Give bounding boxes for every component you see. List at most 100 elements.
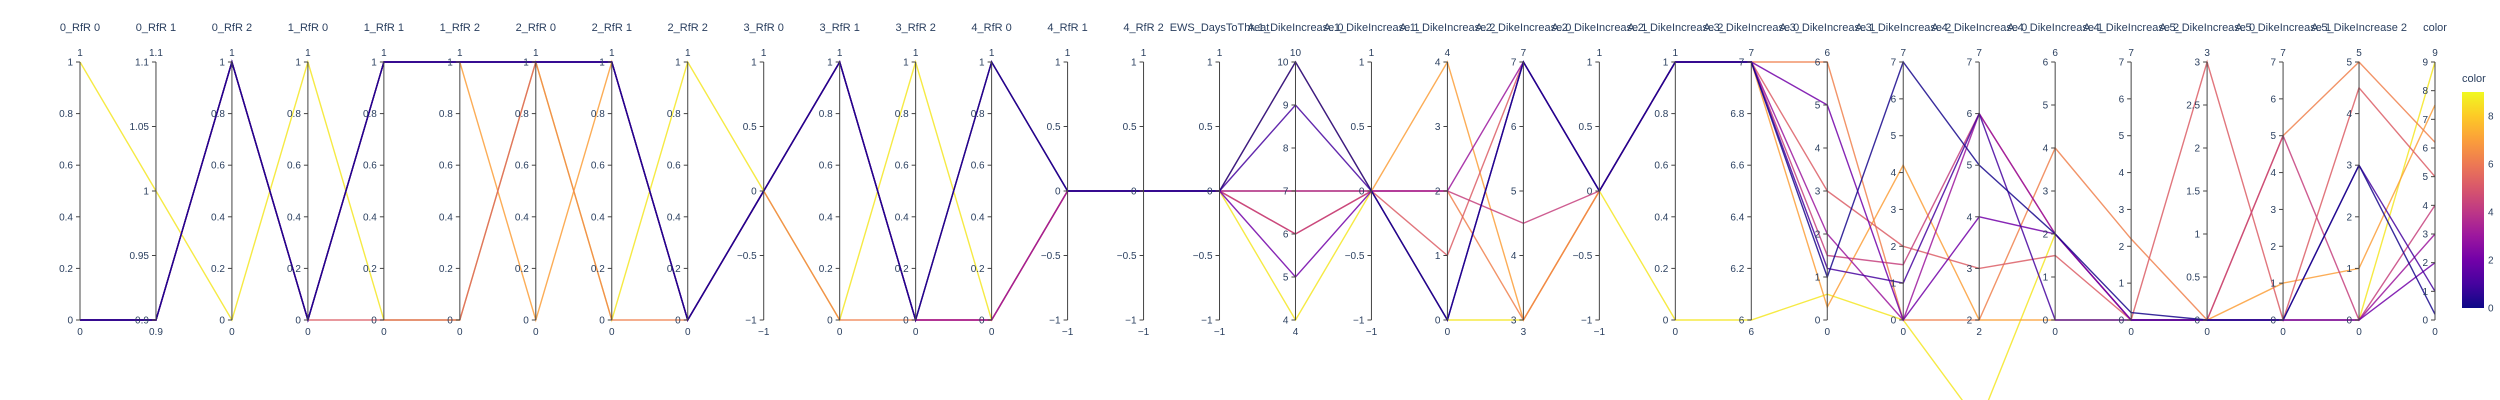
axis-title: A.3_DikeIncrease 2	[1855, 22, 1951, 34]
tick-label: 2	[2271, 242, 2277, 253]
tick-label: 1	[979, 58, 985, 69]
axis-title: 4_RfR 2	[1123, 22, 1163, 34]
axis-12: 4_RfR 0 1 00 0.2 0.4 0.6 0.8 1	[971, 22, 1012, 338]
axis-max-label: 1	[533, 48, 539, 59]
axis-max-label: 7	[2128, 48, 2134, 59]
tick-label: 8	[2422, 86, 2428, 97]
axis-max-label: 7	[1900, 48, 1906, 59]
axis-21: A.2_DikeIncrease 2 1 00 0.2 0.4 0.6 0.8 1	[1627, 22, 1723, 338]
axis-30: A.5_DikeIncrease 2 5 00 1 2 3 4 5	[2311, 22, 2407, 338]
tick-label: 0.2	[439, 264, 453, 275]
tick-label: 6	[1511, 122, 1517, 133]
colorbar-tick-label: 8	[2488, 112, 2494, 123]
tick-label: 0.2	[971, 264, 985, 275]
tick-label: 2	[1815, 230, 1821, 241]
axis-max-label: 7	[1749, 48, 1755, 59]
tick-label: 0.4	[363, 212, 377, 223]
tick-label: 1	[2346, 264, 2352, 275]
axis-min-label: 0	[457, 327, 463, 338]
colorbar-tick-label: 0	[2488, 304, 2494, 315]
tick-label: 10	[1277, 58, 1289, 69]
axis-5: 1_RfR 2 1 00 0.2 0.4 0.6 0.8 1	[439, 22, 480, 338]
tick-label: 4	[1511, 251, 1517, 262]
tick-label: 0.4	[211, 212, 225, 223]
tick-label: 4	[2119, 168, 2125, 179]
axis-max-label: 5	[2356, 48, 2362, 59]
tick-label: −1	[745, 316, 757, 327]
axis-min-label: 0	[913, 327, 919, 338]
axis-title: A.5_DikeIncrease 2	[2311, 22, 2407, 34]
tick-label: 1	[219, 58, 225, 69]
tick-label: 2	[2195, 144, 2201, 155]
tick-label: 6	[1815, 58, 1821, 69]
tick-label: 0.2	[363, 264, 377, 275]
axis-title: A.3_DikeIncrease 0	[1703, 22, 1799, 34]
tick-label: 0	[2195, 316, 2201, 327]
tick-label: 0.6	[591, 161, 605, 172]
tick-label: 1	[295, 58, 301, 69]
tick-label: 1	[675, 58, 681, 69]
axis-min-label: 3	[1521, 327, 1527, 338]
tick-label: 0.8	[895, 109, 909, 120]
axis-title: 2_RfR 1	[592, 22, 632, 34]
tick-label: 0	[1055, 187, 1061, 198]
axis-22: A.3_DikeIncrease 0 7 66 6.2 6.4 6.6 6.8 7	[1703, 22, 1799, 338]
tick-label: 2	[2043, 230, 2049, 241]
tick-label: 4	[2271, 168, 2277, 179]
tick-label: 0	[1663, 316, 1669, 327]
tick-label: 0	[675, 316, 681, 327]
tick-label: 0	[2346, 316, 2352, 327]
axis-max-label: 4	[1445, 48, 1451, 59]
tick-label: 4	[1967, 212, 1973, 223]
tick-label: 1	[2195, 230, 2201, 241]
tick-label: 0.6	[667, 161, 681, 172]
tick-label: 0.9	[135, 316, 149, 327]
tick-label: −0.5	[1041, 251, 1061, 262]
tick-label: 3	[1891, 205, 1897, 216]
tick-label: −1	[1201, 316, 1213, 327]
axis-title: 2_RfR 0	[516, 22, 556, 34]
axis-title: 1_RfR 2	[440, 22, 480, 34]
axis-min-label: 0.9	[149, 327, 163, 338]
tick-label: −0.5	[1345, 251, 1365, 262]
axis-min-label: 0	[685, 327, 691, 338]
tick-label: 5	[1511, 187, 1517, 198]
tick-label: 0.8	[515, 109, 529, 120]
tick-label: 0.6	[819, 161, 833, 172]
tick-label: 1	[143, 187, 149, 198]
colorbar-tick-label: 6	[2488, 160, 2494, 171]
axis-31: color 9 00 1 2 3 4 5 6 7 8 9	[2422, 22, 2447, 338]
axis-min-label: −1	[1062, 327, 1074, 338]
colorbar-tick-label: 4	[2488, 208, 2494, 219]
tick-label: 0.2	[211, 264, 225, 275]
axis-min-label: 0	[533, 327, 539, 338]
tick-label: 5	[2346, 58, 2352, 69]
tick-label: 0	[447, 316, 453, 327]
axis-max-label: 1	[1369, 48, 1375, 59]
tick-label: 0.2	[895, 264, 909, 275]
tick-label: 5	[2422, 172, 2428, 183]
axis-title: 1_RfR 1	[364, 22, 404, 34]
tick-label: 0.2	[287, 264, 301, 275]
tick-label: 0	[371, 316, 377, 327]
axis-title: 3_RfR 2	[895, 22, 935, 34]
axis-max-label: 1	[1673, 48, 1679, 59]
axis-min-label: 0	[837, 327, 843, 338]
axis-title: 1_RfR 0	[288, 22, 328, 34]
tick-label: 0	[1207, 187, 1213, 198]
tick-label: 1	[1663, 58, 1669, 69]
axis-23: A.3_DikeIncrease 1 6 00 1 2 3 4 5 6	[1779, 22, 1875, 338]
tick-label: 1.1	[135, 58, 149, 69]
axis-min-label: 0	[2356, 327, 2362, 338]
axis-max-label: 1	[989, 48, 995, 59]
axis-title: 0_RfR 1	[136, 22, 176, 34]
series-line-5	[80, 59, 2436, 323]
tick-label: 7	[1967, 58, 1973, 69]
tick-label: 7	[1283, 187, 1289, 198]
tick-label: 3	[1815, 187, 1821, 198]
polyline-layer	[79, 59, 2436, 400]
axis-max-label: 1	[457, 48, 463, 59]
axis-min-label: 0	[77, 327, 83, 338]
axis-max-label: 1	[1597, 48, 1603, 59]
tick-label: 0.4	[895, 212, 909, 223]
